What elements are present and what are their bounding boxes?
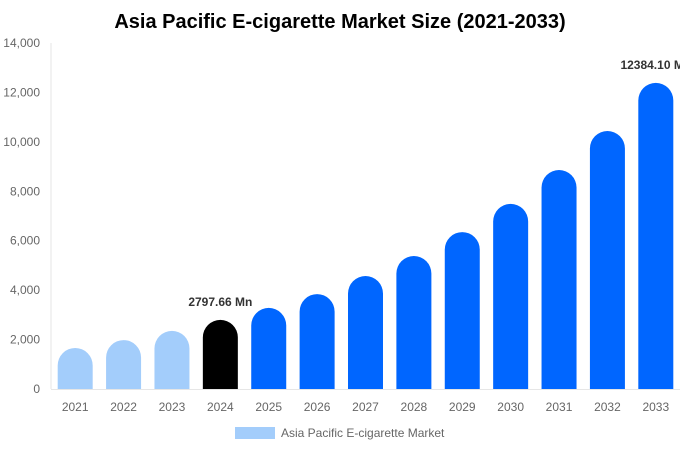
- bar-2030[interactable]: [493, 203, 529, 389]
- y-axis: 0 2,000 4,000 6,000 8,000 10,000 12,000 14,000: [3, 36, 52, 396]
- legend-swatch: [235, 427, 275, 439]
- bar-2029[interactable]: [444, 232, 480, 389]
- bar-2027[interactable]: [348, 276, 383, 389]
- bar-2025[interactable]: [251, 307, 287, 389]
- bar-2023[interactable]: [154, 330, 190, 389]
- x-tick-label: 2025: [255, 400, 282, 414]
- bar-2021[interactable]: [57, 347, 93, 389]
- bar-2022[interactable]: [106, 340, 142, 389]
- y-tick-label: 12,000: [3, 85, 40, 99]
- bar-2032[interactable]: [589, 130, 625, 390]
- x-tick-label: 2023: [159, 400, 186, 414]
- x-tick-label: 2022: [110, 400, 137, 414]
- y-tick-label: 8,000: [10, 184, 40, 198]
- x-tick-label: 2028: [401, 400, 428, 414]
- y-tick-label: 0: [33, 382, 40, 396]
- bar-2028[interactable]: [396, 256, 432, 389]
- bar-2026[interactable]: [299, 294, 335, 389]
- data-label-2024: 2797.66 Mn: [188, 295, 252, 309]
- bar-2033[interactable]: [638, 82, 674, 389]
- x-tick-label: 2029: [449, 400, 476, 414]
- y-tick-label: 2,000: [10, 333, 40, 347]
- legend-label: Asia Pacific E-cigarette Market: [281, 426, 445, 440]
- x-tick-label: 2032: [594, 400, 621, 414]
- bar-2024[interactable]: [202, 319, 238, 389]
- bar-2031[interactable]: [541, 170, 577, 389]
- legend[interactable]: Asia Pacific E-cigarette Market: [235, 426, 445, 440]
- x-axis: 2021 2022 2023 2024 2025 2026 2027 2028 2029 2030…: [51, 389, 680, 414]
- x-tick-label: 2024: [207, 400, 234, 414]
- x-tick-label: 2031: [546, 400, 573, 414]
- chart-title: Asia Pacific E-cigarette Market Size (20…: [114, 11, 565, 33]
- y-tick-label: 14,000: [3, 36, 40, 50]
- x-tick-label: 2033: [642, 400, 669, 414]
- bars: [57, 82, 674, 390]
- data-label-2033: 12384.10 Mn: [620, 58, 680, 72]
- x-tick-label: 2021: [62, 400, 89, 414]
- y-tick-label: 10,000: [3, 135, 40, 149]
- x-tick-label: 2026: [304, 400, 331, 414]
- y-tick-label: 6,000: [10, 234, 40, 248]
- x-tick-label: 2030: [497, 400, 524, 414]
- annotations: 2797.66 Mn 12384.10 Mn: [188, 58, 680, 309]
- y-tick-label: 4,000: [10, 283, 40, 297]
- x-tick-label: 2027: [352, 400, 379, 414]
